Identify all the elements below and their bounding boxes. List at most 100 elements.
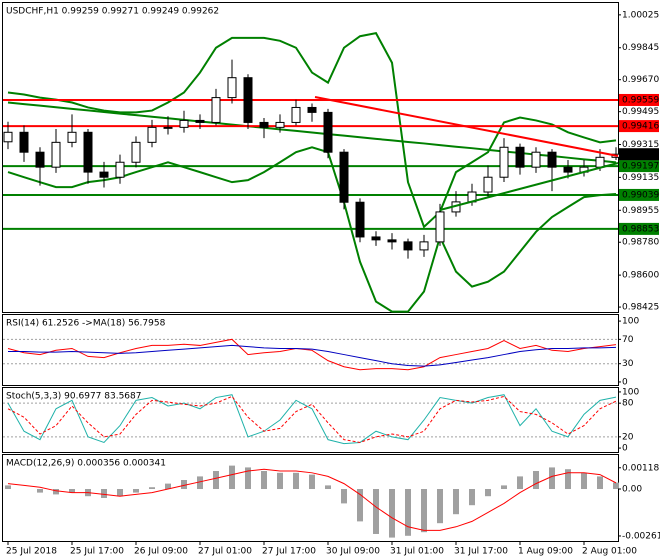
y-tick-label: 0.99495 xyxy=(622,107,659,117)
x-tick-label: 25 Jul 2018 xyxy=(6,547,57,557)
candle-body xyxy=(3,131,13,143)
panel-title: Stoch(5,3,3) 90.6977 83.5687 xyxy=(6,392,141,402)
histogram-bar xyxy=(517,476,523,490)
candle-body xyxy=(19,131,29,153)
candle-body xyxy=(179,119,189,128)
y-tick-label: 0.98780 xyxy=(622,238,659,248)
histogram-bar xyxy=(325,485,331,490)
candle-body xyxy=(339,151,349,203)
candle-body xyxy=(435,211,445,243)
candle-body xyxy=(499,146,509,178)
level-label-box xyxy=(619,93,659,106)
x-tick-label: 27 Jul 17:00 xyxy=(262,547,316,557)
candle-body xyxy=(371,236,381,241)
y-tick-label: -0.00261 xyxy=(622,531,660,541)
y-tick-label: 0.98425 xyxy=(622,303,659,313)
y-tick-label: 0.98955 xyxy=(622,206,659,216)
candle-body xyxy=(35,151,45,168)
histogram-bar xyxy=(597,476,603,490)
histogram-bar xyxy=(245,467,251,490)
histogram-bar xyxy=(613,482,619,490)
histogram-bar xyxy=(533,471,539,490)
series-line xyxy=(7,395,617,443)
histogram-bar xyxy=(501,485,507,490)
candle-body xyxy=(99,171,109,178)
histogram-bar xyxy=(213,471,219,490)
candle-body xyxy=(483,176,493,193)
candle-body xyxy=(307,106,317,113)
x-tick-label: 31 Jul 17:00 xyxy=(454,547,508,557)
stoch-panel-frame xyxy=(2,387,619,453)
candle-body xyxy=(595,156,605,168)
level-label: 0.99039 xyxy=(622,190,659,200)
candle-body xyxy=(243,77,253,123)
candle-body xyxy=(83,131,93,173)
candle-body xyxy=(211,97,221,123)
histogram-bar xyxy=(53,489,59,495)
series-line xyxy=(7,32,617,229)
histogram-bar xyxy=(389,489,395,538)
candle-body xyxy=(131,141,141,163)
panel-title: USDCHF,H1 0.99259 0.99271 0.99249 0.9926… xyxy=(6,7,219,17)
histogram-bar xyxy=(485,489,491,497)
y-tick-label: 0.00 xyxy=(622,485,642,495)
candle-body xyxy=(355,201,365,238)
level-label: 0.98853 xyxy=(622,224,659,234)
candle-body xyxy=(147,126,157,143)
y-tick-label: 1.00025 xyxy=(622,10,659,20)
level-label-box xyxy=(619,188,659,201)
candle-body xyxy=(403,241,413,251)
histogram-bar xyxy=(229,465,235,490)
candle-body xyxy=(227,77,237,99)
x-tick-label: 2 Aug 01:00 xyxy=(582,547,637,557)
histogram-bar xyxy=(581,472,587,490)
candle-body xyxy=(259,121,269,128)
y-tick-label: 100 xyxy=(622,387,639,397)
level-label-box xyxy=(619,120,659,133)
series-line xyxy=(8,344,617,367)
y-tick-label: 20 xyxy=(622,432,634,442)
series-line xyxy=(7,101,617,164)
histogram-bar xyxy=(37,489,43,493)
series-line xyxy=(7,468,617,531)
plots xyxy=(3,32,621,538)
candle-body xyxy=(275,121,285,128)
histogram-bar xyxy=(341,489,347,504)
x-tick-label: 30 Jul 09:00 xyxy=(326,547,380,557)
histogram-bar xyxy=(565,469,571,490)
panel-title: RSI(14) 61.2526 ->MA(18) 56.7958 xyxy=(6,319,166,329)
candle-body xyxy=(51,141,61,168)
last-price-label: 0.99262 xyxy=(622,150,659,160)
x-tick-label: 31 Jul 01:00 xyxy=(390,547,444,557)
y-tick-label: 0 xyxy=(622,444,628,454)
level-label: 0.99559 xyxy=(622,95,659,105)
y-tick-label: 0.99135 xyxy=(622,173,659,183)
histogram-bar xyxy=(309,474,315,490)
x-tick-label: 26 Jul 09:00 xyxy=(134,547,188,557)
histogram-bar xyxy=(133,489,139,493)
candle-body xyxy=(115,161,125,178)
y-tick-label: 70 xyxy=(622,335,634,345)
y-tick-label: 0.00118 xyxy=(622,463,659,473)
y-tick-label: 80 xyxy=(622,399,634,409)
y-tick-label: 0.99845 xyxy=(622,43,659,53)
candle-body xyxy=(291,106,301,123)
level-label-box xyxy=(619,222,659,235)
histogram-bar xyxy=(421,489,427,533)
overlays: USDCHF,H1 0.99259 0.99271 0.99249 0.9926… xyxy=(6,7,660,557)
x-tick-label: 1 Aug 09:00 xyxy=(518,547,573,557)
histogram-bar xyxy=(5,485,11,490)
level-label: 0.99416 xyxy=(622,122,659,132)
histogram-bar xyxy=(453,489,459,515)
candle-body xyxy=(163,126,173,129)
y-tick-label: 0.99670 xyxy=(622,75,659,85)
histogram-bar xyxy=(293,472,299,490)
candle-body xyxy=(195,119,205,123)
histogram-bar xyxy=(149,487,155,490)
series-line xyxy=(7,146,617,313)
histogram-bar xyxy=(261,471,267,490)
trendline xyxy=(314,96,619,157)
histogram-bar xyxy=(549,467,555,490)
